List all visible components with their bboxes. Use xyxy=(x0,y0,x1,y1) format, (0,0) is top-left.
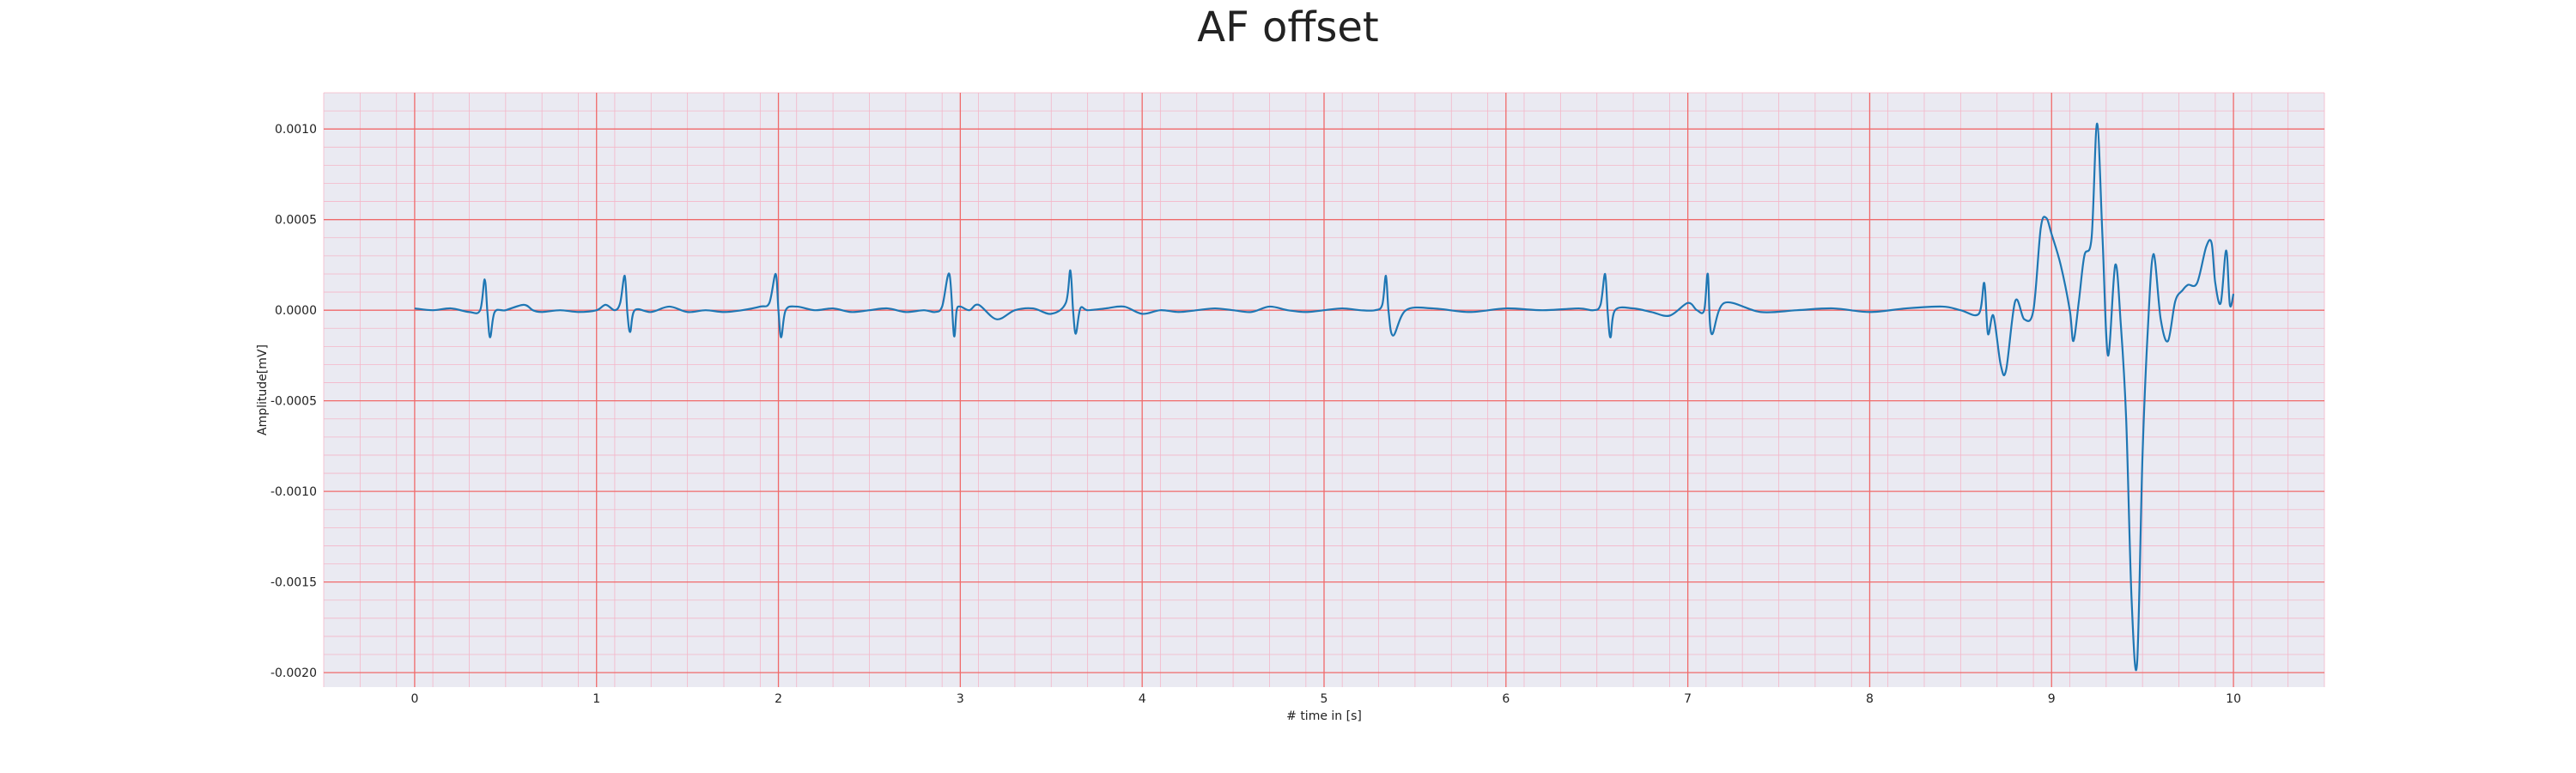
y-axis-label: Amplitude[mV] xyxy=(256,344,270,435)
x-tick-label: 1 xyxy=(592,692,600,706)
chart-title: AF offset xyxy=(1197,3,1379,52)
y-ticks: 0.0010 0.0005 0.0000 -0.0005 -0.0010 -0.0015 -… xyxy=(270,123,317,680)
x-ticks: 0 1 2 3 4 5 6 7 8 9 10 xyxy=(410,692,2241,706)
y-tick-label: -0.0020 xyxy=(270,666,317,680)
x-tick-label: 3 xyxy=(957,692,964,706)
x-tick-label: 2 xyxy=(775,692,782,706)
x-tick-label: 7 xyxy=(1684,692,1692,706)
y-tick-label: 0.0005 xyxy=(275,214,317,228)
y-tick-label: 0.0010 xyxy=(275,123,317,137)
x-tick-label: 6 xyxy=(1502,692,1510,706)
x-tick-label: 10 xyxy=(2226,692,2241,706)
series-layer xyxy=(414,122,2235,672)
x-tick-label: 8 xyxy=(1866,692,1874,706)
x-axis-label: # time in [s] xyxy=(1286,709,1362,723)
x-tick-label: 9 xyxy=(2048,692,2056,706)
y-tick-label: 0.0000 xyxy=(275,304,317,318)
y-tick-label: -0.0010 xyxy=(270,485,317,499)
series-line xyxy=(414,122,2235,672)
x-tick-label: 4 xyxy=(1139,692,1146,706)
y-tick-label: -0.0015 xyxy=(270,576,317,590)
y-tick-label: -0.0005 xyxy=(270,395,317,409)
x-tick-label: 5 xyxy=(1321,692,1328,706)
x-tick-label: 0 xyxy=(410,692,418,706)
